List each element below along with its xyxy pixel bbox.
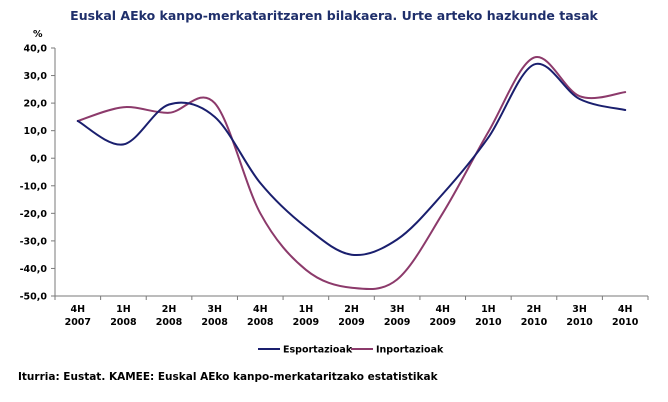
x-tick-label-quarter: 1H — [299, 304, 314, 315]
x-tick-label-quarter: 3H — [572, 304, 587, 315]
data-point-esportazioak — [305, 226, 307, 228]
legend-label-inportazioak: Inportazioak — [376, 345, 444, 356]
y-tick-label: 30,0 — [24, 71, 48, 82]
y-tick-label: -40,0 — [20, 264, 48, 275]
x-tick-label-year: 2010 — [566, 317, 593, 328]
data-point-esportazioak — [487, 136, 490, 139]
x-tick-label-year: 2008 — [201, 317, 228, 328]
x-tick-label-quarter: 3H — [390, 304, 405, 315]
x-tick-label-quarter: 2H — [162, 304, 177, 315]
y-tick-label: 40,0 — [24, 44, 48, 55]
x-tick-label-quarter: 4H — [253, 304, 268, 315]
data-point-esportazioak — [350, 253, 353, 256]
data-point-inportazioak — [122, 106, 125, 109]
y-tick-label: -20,0 — [20, 209, 48, 220]
x-tick-label-year: 2009 — [384, 317, 410, 328]
data-point-esportazioak — [77, 120, 79, 122]
x-tick-label-year: 2007 — [65, 317, 91, 328]
data-point-inportazioak — [533, 56, 535, 59]
data-point-inportazioak — [441, 212, 444, 215]
x-tick-label-quarter: 4H — [435, 304, 450, 315]
data-point-esportazioak — [624, 109, 626, 111]
x-tick-label-year: 2009 — [293, 317, 319, 328]
data-point-esportazioak — [396, 238, 398, 241]
x-tick-label-year: 2008 — [110, 317, 137, 328]
x-tick-label-quarter: 4H — [71, 304, 86, 315]
data-point-inportazioak — [396, 278, 398, 281]
x-tick-label-quarter: 3H — [207, 304, 222, 315]
x-tick-label-year: 2010 — [612, 317, 639, 328]
x-tick-label-year: 2008 — [247, 317, 274, 328]
legend-label-esportazioak: Esportazioak — [283, 345, 353, 356]
data-point-esportazioak — [259, 182, 262, 184]
x-tick-label-year: 2010 — [475, 317, 502, 328]
data-point-esportazioak — [213, 116, 216, 118]
data-point-inportazioak — [578, 95, 581, 98]
data-point-inportazioak — [350, 286, 353, 289]
series-line-esportazioak — [76, 62, 627, 257]
data-point-inportazioak — [168, 111, 170, 114]
x-tick-label-quarter: 1H — [116, 304, 131, 315]
source-note: Iturria: Eustat. KAMEE: Euskal AEko kanp… — [18, 371, 438, 383]
data-point-inportazioak — [259, 212, 262, 215]
x-tick-label-quarter: 4H — [618, 304, 633, 315]
x-tick-label-quarter: 1H — [481, 304, 496, 315]
data-point-esportazioak — [122, 143, 125, 146]
y-tick-label: 20,0 — [24, 99, 48, 110]
data-point-esportazioak — [441, 193, 444, 195]
x-tick-label-year: 2008 — [156, 317, 183, 328]
y-tick-label: 10,0 — [24, 126, 48, 137]
series-layer — [76, 56, 627, 291]
data-point-inportazioak — [624, 91, 626, 93]
axes: % 40,0 30,0 20,0 10,0 0,0 -10,0 -20,0 -30,0 -40,0… — [20, 29, 649, 328]
legend: Esportazioak Inportazioak — [258, 345, 444, 356]
x-tick-label-year: 2010 — [521, 317, 548, 328]
data-point-inportazioak — [305, 269, 307, 271]
data-point-esportazioak — [578, 98, 581, 100]
x-tick-label-year: 2009 — [338, 317, 364, 328]
data-point-inportazioak — [487, 131, 490, 133]
x-tick-label-quarter: 2H — [344, 304, 359, 315]
y-tick-label: -50,0 — [20, 292, 48, 303]
data-point-inportazioak — [213, 102, 216, 104]
x-tick-label-year: 2009 — [430, 317, 456, 328]
y-tick-label: 0,0 — [30, 154, 47, 165]
x-tick-label-quarter: 2H — [527, 304, 542, 315]
y-tick-label: -30,0 — [20, 236, 48, 247]
data-point-esportazioak — [168, 103, 170, 106]
y-axis-unit-label: % — [33, 29, 43, 40]
data-point-esportazioak — [533, 63, 535, 66]
y-tick-label: -10,0 — [20, 181, 48, 192]
chart-title: Euskal AEko kanpo-merkataritzaren bilaka… — [70, 8, 598, 23]
